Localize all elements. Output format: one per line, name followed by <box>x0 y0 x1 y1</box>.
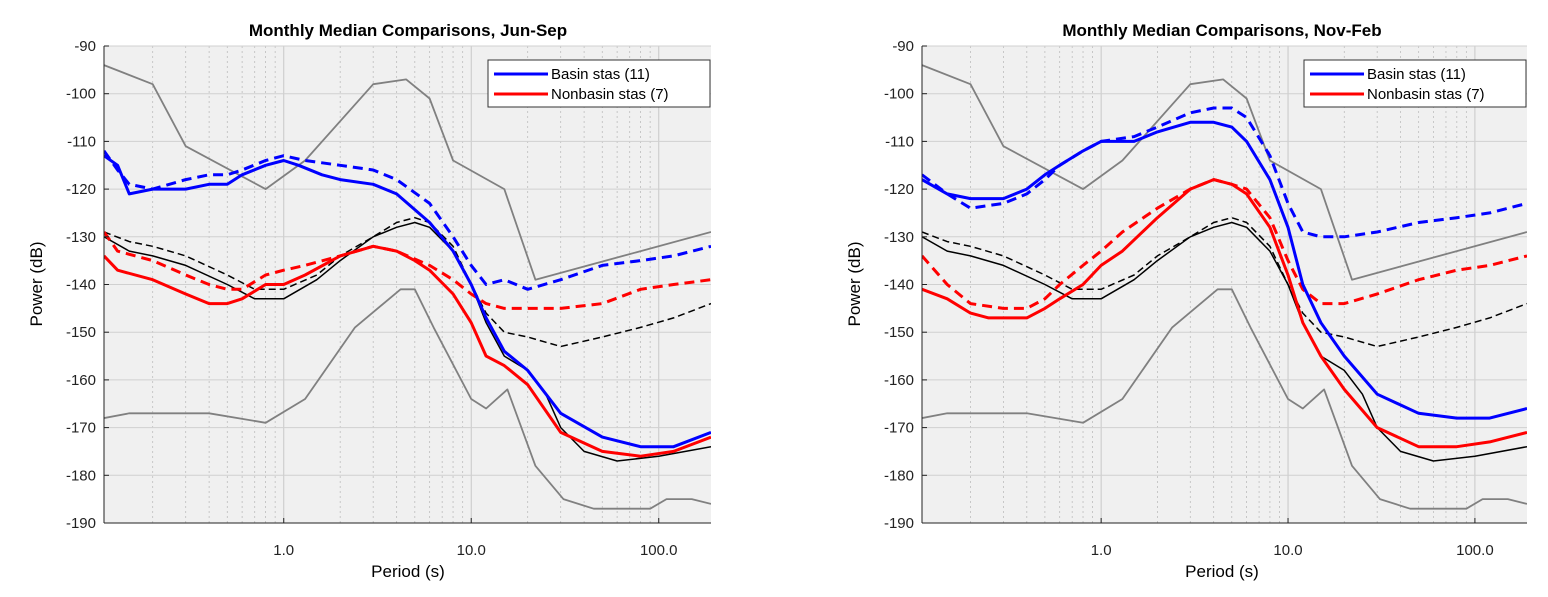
y-tick-label: -150 <box>66 324 96 341</box>
y-tick-label: -150 <box>884 324 914 341</box>
x-tick-label: 1.0 <box>1091 542 1112 559</box>
x-tick-label: 100.0 <box>1456 542 1494 559</box>
x-tick-label: 10.0 <box>1273 542 1302 559</box>
legend-label: Nonbasin stas (7) <box>551 86 669 103</box>
x-tick-label: 100.0 <box>640 542 678 559</box>
series-group <box>104 64 711 510</box>
x-tick-label: 1.0 <box>273 542 294 559</box>
x-tick-label: 10.0 <box>457 542 486 559</box>
y-tick-label: -190 <box>884 515 914 532</box>
chart-jun-sep: -90 -100 -110 -120 -130 -140 -150 -160 -170 -180 -… <box>27 21 711 581</box>
basin-solid-line <box>922 120 1527 420</box>
y-tick-label: -110 <box>67 133 96 150</box>
x-axis-label: Period (s) <box>371 562 445 581</box>
nonbasin-solid-line <box>922 178 1527 449</box>
legend-label: Basin stas (11) <box>551 66 650 83</box>
chart-title: Monthly Median Comparisons, Jun-Sep <box>249 21 567 40</box>
x-axis-label: Period (s) <box>1185 562 1259 581</box>
reference-solid-line <box>104 221 711 462</box>
series-group <box>922 64 1527 510</box>
reference-solid-line <box>922 221 1527 462</box>
y-tick-label: -140 <box>884 277 914 294</box>
y-axis-label: Power (dB) <box>845 241 864 326</box>
chart-panel-jun-sep: -90 -100 -110 -120 -130 -140 -150 -160 -170 -180 -… <box>27 21 711 581</box>
basin-dashed-line <box>104 150 711 291</box>
noise-model-line <box>104 64 711 281</box>
legend: Basin stas (11) Nonbasin stas (7) <box>487 59 711 108</box>
y-tick-label: -120 <box>884 181 914 198</box>
y-tick-label: -190 <box>66 515 96 532</box>
legend-label: Nonbasin stas (7) <box>1367 86 1485 103</box>
y-tick-label: -180 <box>66 467 96 484</box>
axes: -90 -100 -110 -120 -130 -140 -150 -160 -170 -180 -… <box>884 38 1527 559</box>
chart-panel-nov-feb: -90 -100 -110 -120 -130 -140 -150 -160 -170 -180 -… <box>774 0 1548 597</box>
noise-model-line <box>922 64 1527 281</box>
noise-model-line <box>922 288 1527 510</box>
y-tick-label: -100 <box>884 86 914 103</box>
y-tick-label: -90 <box>892 38 914 55</box>
noise-model-line <box>104 288 711 510</box>
chart-title: Monthly Median Comparisons, Nov-Feb <box>1062 21 1381 40</box>
y-tick-label: -130 <box>66 229 96 246</box>
chart-nov-feb: -90 -100 -110 -120 -130 -140 -150 -160 -170 -180 -… <box>845 21 1527 581</box>
y-tick-label: -130 <box>884 229 914 246</box>
y-tick-label: -170 <box>66 420 96 437</box>
y-tick-label: -170 <box>884 420 914 437</box>
axes: -90 -100 -110 -120 -130 -140 -150 -160 -170 -180 -… <box>66 38 711 559</box>
basin-dashed-line <box>922 106 1527 239</box>
y-tick-label: -160 <box>66 372 96 389</box>
legend-box <box>1303 59 1527 108</box>
nonbasin-solid-line <box>104 244 711 458</box>
reference-dashed-line <box>104 216 711 348</box>
y-tick-label: -120 <box>66 181 96 198</box>
legend-box <box>487 59 711 108</box>
y-tick-label: -90 <box>74 38 96 55</box>
y-tick-label: -160 <box>884 372 914 389</box>
y-tick-label: -140 <box>66 277 96 294</box>
basin-solid-line <box>104 154 711 449</box>
legend-label: Basin stas (11) <box>1367 66 1466 83</box>
legend: Basin stas (11) Nonbasin stas (7) <box>1303 59 1527 108</box>
y-axis-label: Power (dB) <box>27 241 46 326</box>
y-tick-label: -110 <box>885 133 914 150</box>
y-tick-label: -100 <box>66 86 96 103</box>
reference-dashed-line <box>922 216 1527 348</box>
y-tick-label: -180 <box>884 467 914 484</box>
